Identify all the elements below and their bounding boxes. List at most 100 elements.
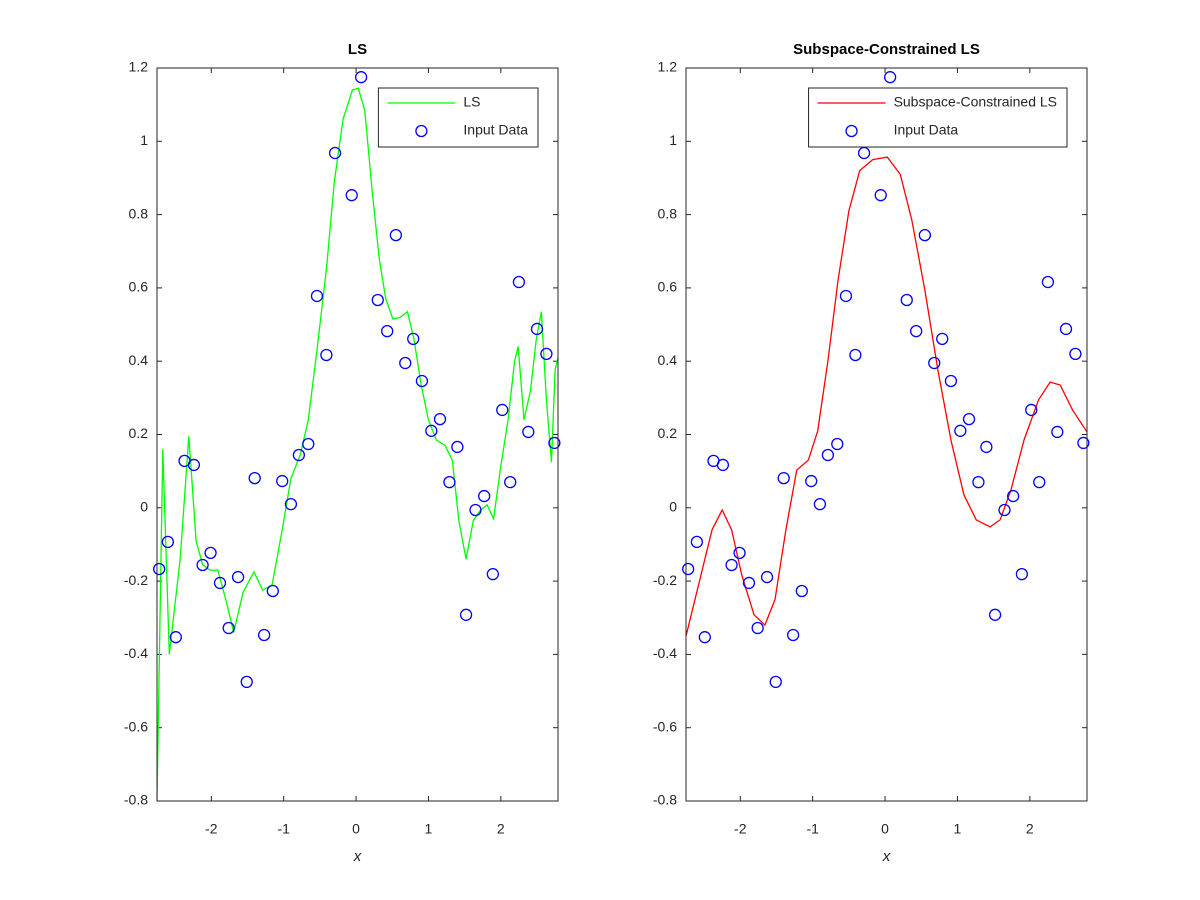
legend-label: Input Data <box>894 122 959 138</box>
data-point <box>716 458 730 472</box>
y-tick-label: 1 <box>140 132 148 148</box>
data-point <box>813 497 827 511</box>
data-point <box>821 448 835 462</box>
y-tick-label: 0.2 <box>129 425 149 441</box>
data-point <box>169 631 182 644</box>
data-point <box>831 437 844 451</box>
data-point <box>733 546 746 560</box>
x-tick-label: 1 <box>954 821 962 837</box>
legend-box <box>377 87 539 148</box>
y-tick-label: 0.6 <box>658 279 678 295</box>
data-point <box>883 71 897 84</box>
data-point <box>742 576 756 590</box>
data-point <box>459 608 473 621</box>
data-point <box>900 293 913 307</box>
plot-area <box>686 156 1087 637</box>
y-tick-label: 0.4 <box>658 352 678 368</box>
data-point <box>248 471 261 485</box>
data-point <box>540 347 553 361</box>
data-point <box>972 475 985 489</box>
data-point <box>320 348 333 362</box>
x-tick-label: -1 <box>277 821 290 837</box>
data-point <box>433 412 447 426</box>
data-point <box>682 562 695 576</box>
data-point <box>381 324 394 338</box>
data-line <box>157 87 558 801</box>
data-point <box>769 675 782 689</box>
y-tick-label: -0.8 <box>653 792 677 808</box>
data-point <box>751 621 764 635</box>
data-point <box>213 576 227 590</box>
data-point <box>849 348 862 362</box>
data-point <box>1077 436 1090 450</box>
x-tick-label: 0 <box>352 821 360 837</box>
x-tick-label: -1 <box>806 821 819 837</box>
data-point <box>1015 567 1029 581</box>
y-tick-label: 1.2 <box>129 59 149 75</box>
data-point <box>240 675 253 689</box>
data-point <box>231 570 245 584</box>
y-tick-label: 1 <box>669 132 677 148</box>
data-point <box>1033 475 1046 489</box>
data-line <box>686 156 1087 637</box>
x-tick-label: 1 <box>425 821 433 837</box>
data-point <box>222 621 235 635</box>
axes-box <box>156 67 559 802</box>
data-point <box>698 631 711 644</box>
data-point <box>354 71 368 84</box>
data-point <box>805 474 818 488</box>
x-axis-label: x <box>353 848 362 865</box>
x-tick-label: 0 <box>881 821 889 837</box>
data-point <box>725 558 738 572</box>
data-point <box>257 628 271 642</box>
data-point <box>944 374 958 388</box>
data-point <box>415 374 429 388</box>
y-tick-label: 0.6 <box>129 279 149 295</box>
data-point <box>1051 425 1064 439</box>
axes-background <box>157 68 558 801</box>
data-point <box>786 628 800 642</box>
data-point <box>399 356 412 370</box>
data-point <box>962 412 976 426</box>
data-point <box>496 403 509 417</box>
data-point <box>777 471 790 485</box>
x-tick-label: -2 <box>734 821 747 837</box>
data-point <box>988 608 1002 621</box>
y-tick-label: -0.6 <box>124 718 148 734</box>
data-point <box>857 146 871 160</box>
y-tick-label: -0.2 <box>653 572 677 588</box>
data-point <box>153 562 166 576</box>
data-point <box>310 289 324 303</box>
data-point <box>187 458 201 472</box>
data-point <box>345 189 358 202</box>
subplot: -0.8 -0.6 -0.4 -0.2 0 0.2 0.4 0.6 0.8 1 1.2 -2 -1 0 1 2… <box>653 41 1090 865</box>
x-tick-label: 2 <box>1026 821 1034 837</box>
legend-label: LS <box>463 94 480 110</box>
data-point <box>936 332 949 345</box>
subplot: -0.8 -0.6 -0.4 -0.2 0 0.2 0.4 0.6 0.8 1 1.2 -2 -1 0 1 2… <box>124 41 561 865</box>
plot-area <box>157 87 558 801</box>
data-point <box>795 584 808 598</box>
data-point <box>478 489 491 503</box>
data-point <box>548 436 561 450</box>
data-point <box>266 584 279 598</box>
data-point <box>371 293 384 307</box>
legend: LS Input Data <box>377 87 539 148</box>
y-tick-label: 0.8 <box>129 205 149 221</box>
data-point <box>204 546 217 560</box>
legend-label: Subspace-Constrained LS <box>894 94 1057 110</box>
data-point <box>1007 489 1020 503</box>
data-point <box>389 228 403 242</box>
data-point <box>839 289 853 303</box>
y-tick-label: -0.4 <box>653 645 677 661</box>
data-point <box>443 475 456 489</box>
data-point <box>1059 322 1073 336</box>
axes-box <box>685 67 1088 802</box>
data-point <box>292 448 306 462</box>
legend-label: Input Data <box>463 122 528 138</box>
data-point <box>1025 403 1038 417</box>
data-point <box>690 535 704 549</box>
y-tick-label: 0.2 <box>658 425 678 441</box>
x-tick-label: -2 <box>205 821 218 837</box>
chart-title: LS <box>348 41 367 58</box>
